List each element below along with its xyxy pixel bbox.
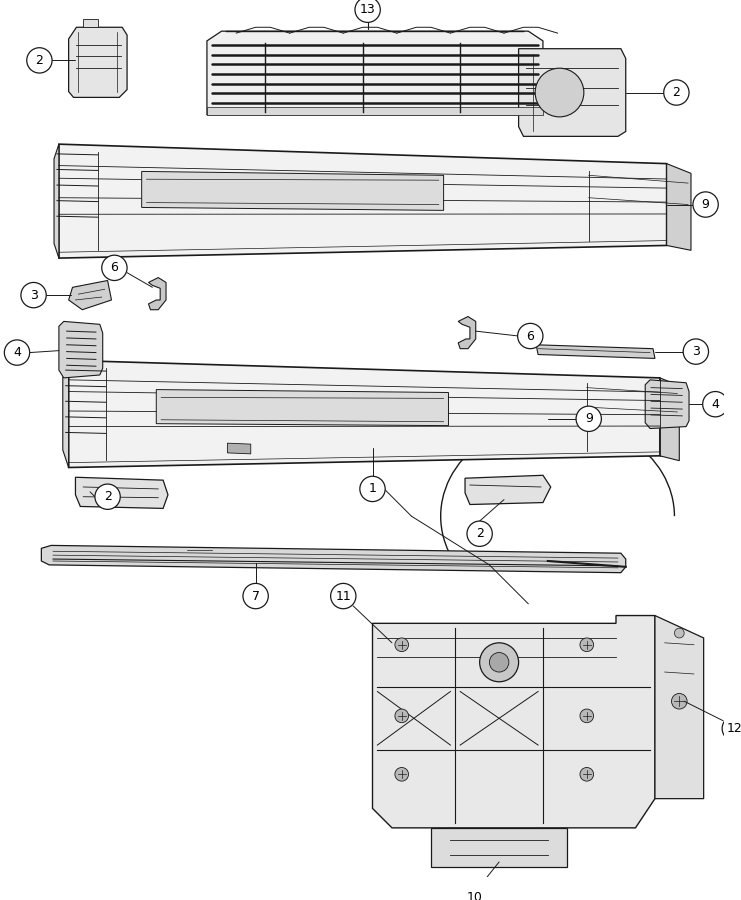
Circle shape bbox=[467, 521, 492, 546]
Circle shape bbox=[535, 68, 584, 117]
Circle shape bbox=[21, 283, 46, 308]
Circle shape bbox=[360, 476, 385, 501]
Polygon shape bbox=[655, 616, 704, 798]
Circle shape bbox=[722, 716, 741, 742]
Circle shape bbox=[580, 768, 594, 781]
Circle shape bbox=[518, 323, 543, 348]
Polygon shape bbox=[63, 360, 69, 467]
Text: 6: 6 bbox=[526, 329, 534, 343]
Polygon shape bbox=[142, 171, 444, 211]
Circle shape bbox=[580, 709, 594, 723]
Polygon shape bbox=[207, 107, 543, 115]
Text: 11: 11 bbox=[336, 590, 351, 603]
Text: 6: 6 bbox=[110, 261, 119, 274]
Polygon shape bbox=[659, 378, 679, 461]
Circle shape bbox=[489, 652, 509, 672]
Circle shape bbox=[702, 392, 728, 417]
Text: 2: 2 bbox=[36, 54, 44, 67]
Polygon shape bbox=[667, 164, 691, 250]
Circle shape bbox=[95, 484, 120, 509]
Text: 13: 13 bbox=[360, 4, 376, 16]
Circle shape bbox=[664, 80, 689, 105]
Circle shape bbox=[683, 339, 708, 365]
Circle shape bbox=[355, 0, 380, 22]
Text: 2: 2 bbox=[104, 491, 112, 503]
Polygon shape bbox=[458, 317, 476, 348]
Text: 1: 1 bbox=[368, 482, 376, 495]
Text: 4: 4 bbox=[13, 346, 21, 359]
Polygon shape bbox=[519, 49, 625, 137]
Circle shape bbox=[27, 48, 52, 73]
Circle shape bbox=[693, 192, 718, 217]
Polygon shape bbox=[59, 144, 667, 258]
Polygon shape bbox=[207, 32, 543, 115]
Polygon shape bbox=[536, 345, 655, 358]
Text: 2: 2 bbox=[672, 86, 680, 99]
Circle shape bbox=[243, 583, 268, 608]
Circle shape bbox=[395, 768, 408, 781]
Text: 12: 12 bbox=[727, 722, 741, 735]
Polygon shape bbox=[156, 390, 448, 426]
Polygon shape bbox=[465, 475, 551, 505]
Text: 2: 2 bbox=[476, 527, 484, 540]
Circle shape bbox=[671, 694, 687, 709]
Circle shape bbox=[674, 628, 684, 638]
Circle shape bbox=[479, 643, 519, 682]
Polygon shape bbox=[69, 281, 111, 310]
Polygon shape bbox=[59, 321, 103, 378]
Text: 4: 4 bbox=[711, 398, 720, 410]
Polygon shape bbox=[69, 27, 127, 97]
Circle shape bbox=[462, 886, 488, 900]
Text: 3: 3 bbox=[30, 289, 38, 302]
Text: 10: 10 bbox=[467, 892, 482, 900]
Polygon shape bbox=[373, 616, 655, 828]
Polygon shape bbox=[69, 360, 659, 467]
Circle shape bbox=[576, 406, 602, 431]
Polygon shape bbox=[76, 477, 168, 508]
Text: 7: 7 bbox=[252, 590, 259, 603]
Text: 3: 3 bbox=[692, 345, 700, 358]
Polygon shape bbox=[645, 380, 689, 428]
Polygon shape bbox=[148, 277, 166, 310]
Circle shape bbox=[580, 638, 594, 652]
Text: 9: 9 bbox=[702, 198, 710, 211]
Circle shape bbox=[395, 709, 408, 723]
Polygon shape bbox=[54, 144, 59, 258]
Text: 9: 9 bbox=[585, 412, 593, 426]
Polygon shape bbox=[83, 20, 98, 27]
Circle shape bbox=[4, 340, 30, 365]
Circle shape bbox=[102, 256, 127, 281]
Circle shape bbox=[330, 583, 356, 608]
Polygon shape bbox=[41, 545, 625, 572]
Polygon shape bbox=[431, 828, 568, 867]
Polygon shape bbox=[227, 443, 250, 454]
Circle shape bbox=[395, 638, 408, 652]
